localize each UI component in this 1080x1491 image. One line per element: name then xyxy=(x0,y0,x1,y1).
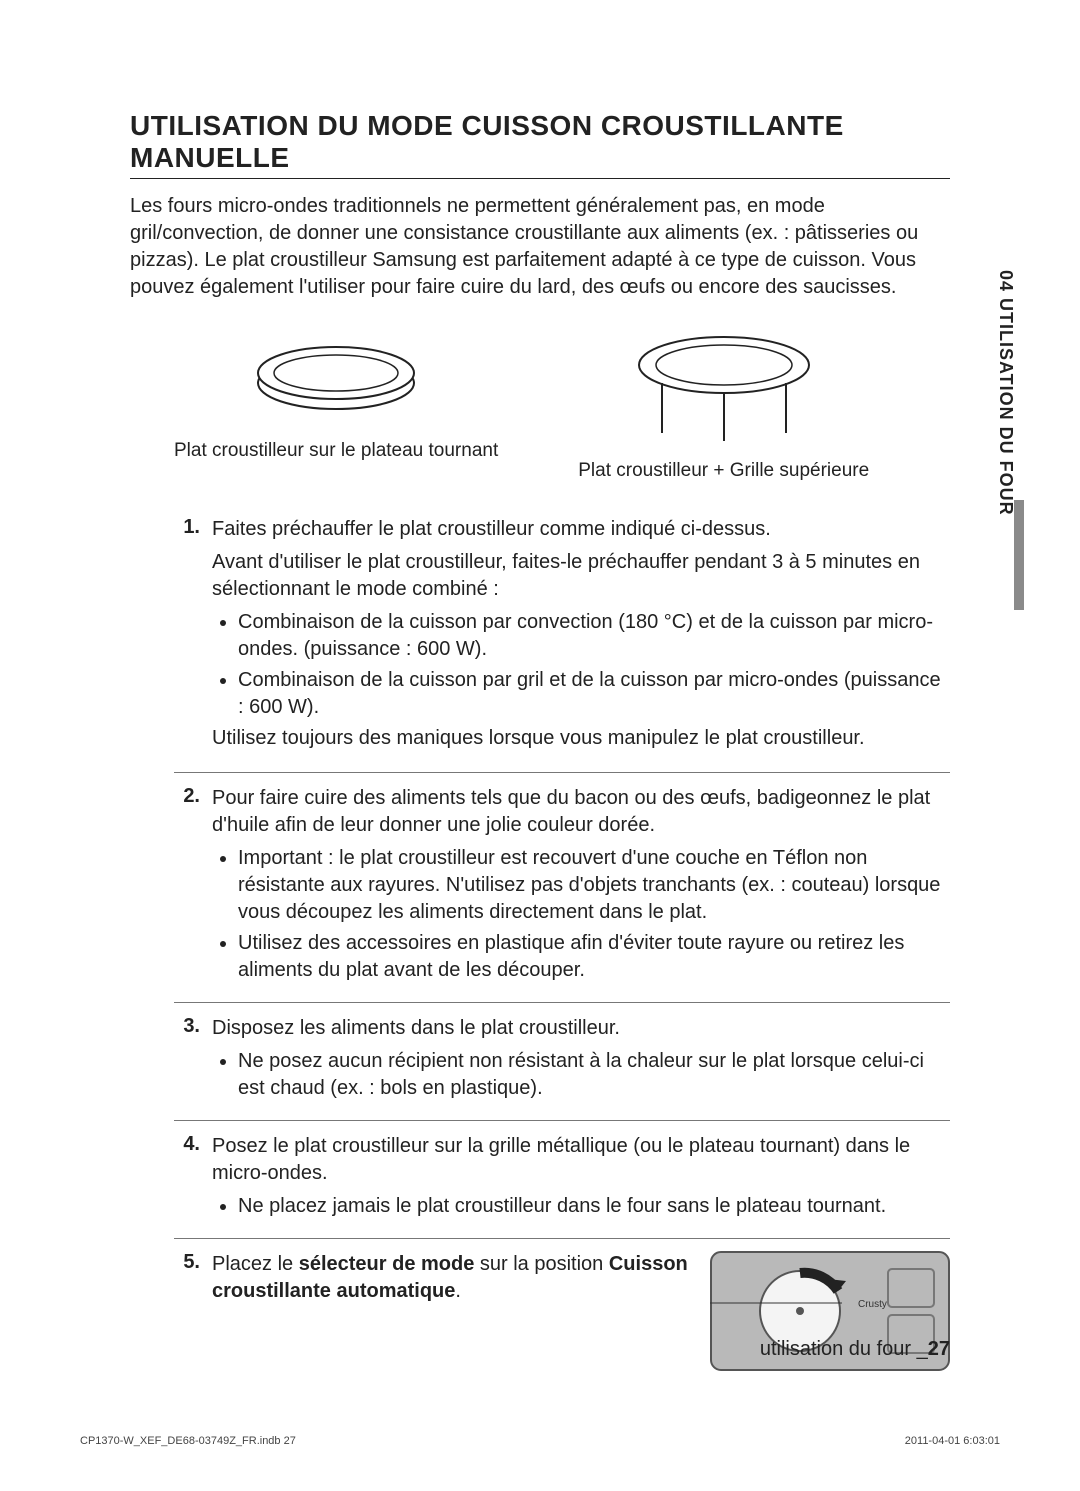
footer-label: utilisation du four _ xyxy=(760,1338,928,1360)
step-text: Posez le plat croustilleur sur la grille… xyxy=(212,1133,950,1187)
step-text: Pour faire cuire des aliments tels que d… xyxy=(212,785,950,839)
figure-2-caption: Plat croustilleur + Grille supérieure xyxy=(578,460,869,482)
bullet-list: Ne placez jamais le plat croustilleur da… xyxy=(238,1193,950,1220)
page-footer: utilisation du four _27 xyxy=(760,1338,950,1361)
crusty-label: Crusty xyxy=(858,1299,887,1310)
crusty-plate-turntable-icon xyxy=(236,325,436,425)
bullet-item: Combinaison de la cuisson par gril et de… xyxy=(238,667,950,721)
bullet-item: Ne placez jamais le plat croustilleur da… xyxy=(238,1193,950,1220)
figure-2: Plat croustilleur + Grille supérieure xyxy=(578,325,869,482)
steps-list: 1. Faites préchauffer le plat croustille… xyxy=(130,504,950,1385)
step-number: 1. xyxy=(174,516,200,758)
step-number: 5. xyxy=(174,1251,200,1371)
page-title: UTILISATION DU MODE CUISSON CROUSTILLANT… xyxy=(130,110,950,179)
bullet-list: Combinaison de la cuisson par convection… xyxy=(238,609,950,721)
text-bold: sélecteur de mode xyxy=(299,1253,475,1275)
step-1: 1. Faites préchauffer le plat croustille… xyxy=(174,504,950,773)
page: 04 UTILISATION DU FOUR UTILISATION DU MO… xyxy=(0,0,1080,1491)
step-number: 4. xyxy=(174,1133,200,1224)
bullet-item: Ne posez aucun récipient non résistant à… xyxy=(238,1048,950,1102)
bullet-list: Ne posez aucun récipient non résistant à… xyxy=(238,1048,950,1102)
step-4: 4. Posez le plat croustilleur sur la gri… xyxy=(174,1121,950,1239)
step-number: 3. xyxy=(174,1015,200,1106)
text-run: . xyxy=(455,1280,461,1302)
bullet-list: Important : le plat croustilleur est rec… xyxy=(238,845,950,984)
figure-1-caption: Plat croustilleur sur le plateau tournan… xyxy=(174,440,498,462)
intro-paragraph: Les fours micro-ondes traditionnels ne p… xyxy=(130,193,950,301)
text-run: sur la position xyxy=(474,1253,609,1275)
step-number: 2. xyxy=(174,785,200,988)
step-text: Avant d'utiliser le plat croustilleur, f… xyxy=(212,549,950,603)
print-footer: CP1370-W_XEF_DE68-03749Z_FR.indb 27 2011… xyxy=(80,1435,1000,1447)
bullet-item: Combinaison de la cuisson par convection… xyxy=(238,609,950,663)
step-2: 2. Pour faire cuire des aliments tels qu… xyxy=(174,773,950,1003)
step-body: Pour faire cuire des aliments tels que d… xyxy=(212,785,950,988)
page-number: 27 xyxy=(928,1338,950,1360)
step-text: Utilisez toujours des maniques lorsque v… xyxy=(212,725,950,752)
step-body: Posez le plat croustilleur sur la grille… xyxy=(212,1133,950,1224)
bullet-item: Important : le plat croustilleur est rec… xyxy=(238,845,950,926)
step-3: 3. Disposez les aliments dans le plat cr… xyxy=(174,1003,950,1121)
step-body: Disposez les aliments dans le plat crous… xyxy=(212,1015,950,1106)
step-body: Faites préchauffer le plat croustilleur … xyxy=(212,516,950,758)
print-timestamp: 2011-04-01 6:03:01 xyxy=(905,1435,1000,1447)
print-file: CP1370-W_XEF_DE68-03749Z_FR.indb 27 xyxy=(80,1435,296,1447)
side-shade xyxy=(1014,500,1024,610)
figure-1: Plat croustilleur sur le plateau tournan… xyxy=(174,325,498,482)
section-tab: 04 UTILISATION DU FOUR xyxy=(995,270,1016,516)
crusty-plate-rack-icon xyxy=(614,325,834,445)
step-5: 5. Placez le sélecteur de mode sur la po… xyxy=(174,1239,950,1385)
figures-row: Plat croustilleur sur le plateau tournan… xyxy=(174,325,950,482)
text-run: Placez le xyxy=(212,1253,299,1275)
step-text: Disposez les aliments dans le plat crous… xyxy=(212,1015,950,1042)
step-5-text: Placez le sélecteur de mode sur la posit… xyxy=(212,1251,690,1305)
bullet-item: Utilisez des accessoires en plastique af… xyxy=(238,930,950,984)
step-text: Faites préchauffer le plat croustilleur … xyxy=(212,516,950,543)
